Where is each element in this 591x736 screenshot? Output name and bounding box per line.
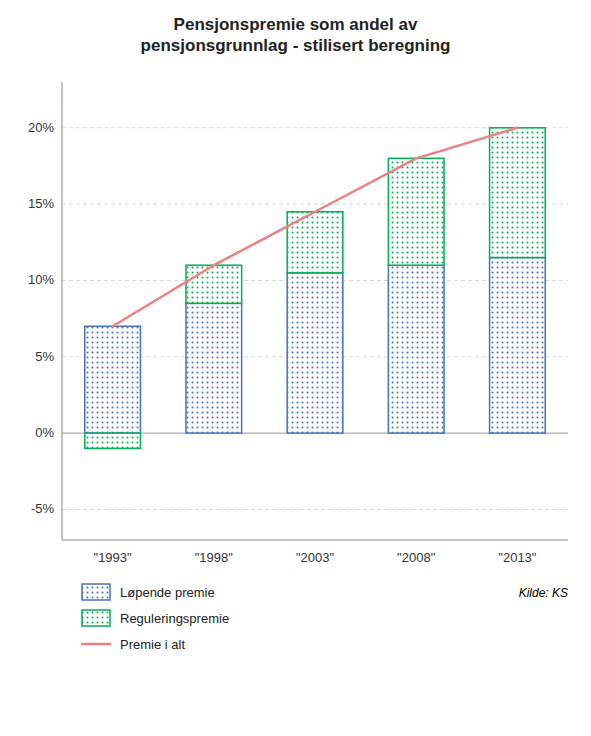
chart-svg: Pensjonspremie som andel av pensjonsgrunn… xyxy=(0,0,591,736)
y-tick-label: 10% xyxy=(28,272,54,287)
y-axis-line xyxy=(62,82,63,540)
bar xyxy=(85,326,141,433)
line xyxy=(113,128,518,326)
title-line: pensjonsgrunnlag - stilisert beregning xyxy=(141,36,451,55)
legend-label: Reguleringspremie xyxy=(120,611,229,626)
x-axis-line xyxy=(62,540,568,541)
y-tick-label: 5% xyxy=(35,349,54,364)
bar xyxy=(490,128,546,258)
legend-label: Løpende premie xyxy=(120,585,215,600)
grid-line xyxy=(62,509,568,510)
x-tick-label: "2008" xyxy=(397,550,436,565)
bar xyxy=(287,273,343,433)
bar xyxy=(186,303,242,433)
bar xyxy=(186,265,242,303)
bar xyxy=(85,433,141,448)
bar xyxy=(388,158,444,265)
y-tick-label: 20% xyxy=(28,120,54,135)
background xyxy=(0,0,591,736)
chart-container: Pensjonspremie som andel av pensjonsgrunn… xyxy=(0,0,591,736)
legend-swatch xyxy=(82,610,110,626)
legend-swatch xyxy=(82,643,110,646)
legend: Løpende premie Reguleringspremie Premie i … xyxy=(82,584,229,652)
legend-label: Premie i alt xyxy=(120,637,185,652)
y-tick-label: 15% xyxy=(28,196,54,211)
x-tick-label: "1993" xyxy=(94,550,133,565)
title: Pensjonspremie som andel av pensjonsgrunn… xyxy=(141,15,451,55)
grid xyxy=(62,128,568,510)
bar xyxy=(490,258,546,434)
marks xyxy=(85,128,545,449)
y-tick-label: 0% xyxy=(35,425,54,440)
x-tick-label: "1998" xyxy=(195,550,234,565)
y-tick-label: -5% xyxy=(31,501,55,516)
x-tick-label: "2013" xyxy=(498,550,537,565)
title-line: Pensjonspremie som andel av xyxy=(174,15,418,34)
legend-swatch xyxy=(82,584,110,600)
x-tick-label: "2003" xyxy=(296,550,335,565)
bar xyxy=(388,265,444,433)
annotation: Kilde: KS xyxy=(519,586,568,600)
